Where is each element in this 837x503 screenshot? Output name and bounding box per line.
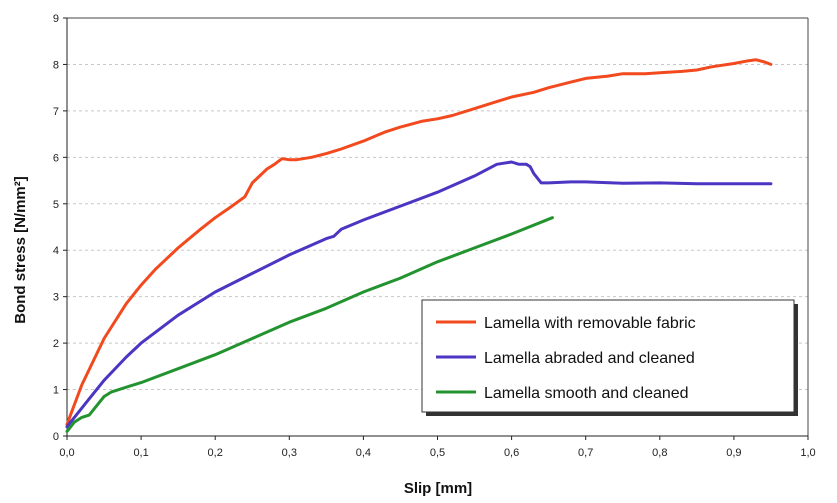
axis-ticks: 0,0 0,1 0,2 0,3 0,4 0,5 0,6 0,7 0,8 0,9 1,0 0 1 2 3 4 5 6… <box>53 13 816 459</box>
x-tick-label: 1,0 <box>800 447 815 459</box>
legend-label: Lamella with removable fabric <box>484 315 696 332</box>
legend-box <box>421 299 795 413</box>
x-tick-label: 0,3 <box>282 447 297 459</box>
y-tick-label: 6 <box>53 152 59 164</box>
legend-label: Lamella abraded and cleaned <box>484 350 695 367</box>
series-line <box>65 58 773 426</box>
y-tick-label: 9 <box>53 13 59 25</box>
legend: Lamella with removable fabric Lamella abr… <box>421 299 798 416</box>
y-tick-label: 0 <box>53 431 59 443</box>
x-tick-label: 0,5 <box>430 447 445 459</box>
x-tick-label: 0,1 <box>133 447 148 459</box>
y-tick-label: 3 <box>53 292 59 304</box>
x-tick-label: 0,7 <box>578 447 593 459</box>
y-tick-label: 5 <box>53 199 59 211</box>
y-tick-label: 4 <box>53 245 59 257</box>
x-tick-label: 0,6 <box>504 447 519 459</box>
x-tick-label: 0,9 <box>726 447 741 459</box>
legend-label: Lamella smooth and cleaned <box>484 385 689 402</box>
y-tick-label: 7 <box>53 106 59 118</box>
x-tick-label: 0,8 <box>652 447 667 459</box>
series-line <box>65 216 554 433</box>
x-tick-label: 0,2 <box>208 447 223 459</box>
series-layer <box>65 58 773 433</box>
y-tick-label: 1 <box>53 385 59 397</box>
y-axis-title: Bond stress [N/mm²] <box>12 176 29 324</box>
y-tick-label: 2 <box>53 338 59 350</box>
x-axis-title: Slip [mm] <box>404 480 472 497</box>
series-line <box>65 160 773 429</box>
x-tick-label: 0,0 <box>59 447 74 459</box>
x-tick-label: 0,4 <box>356 447 371 459</box>
y-tick-label: 8 <box>53 59 59 71</box>
